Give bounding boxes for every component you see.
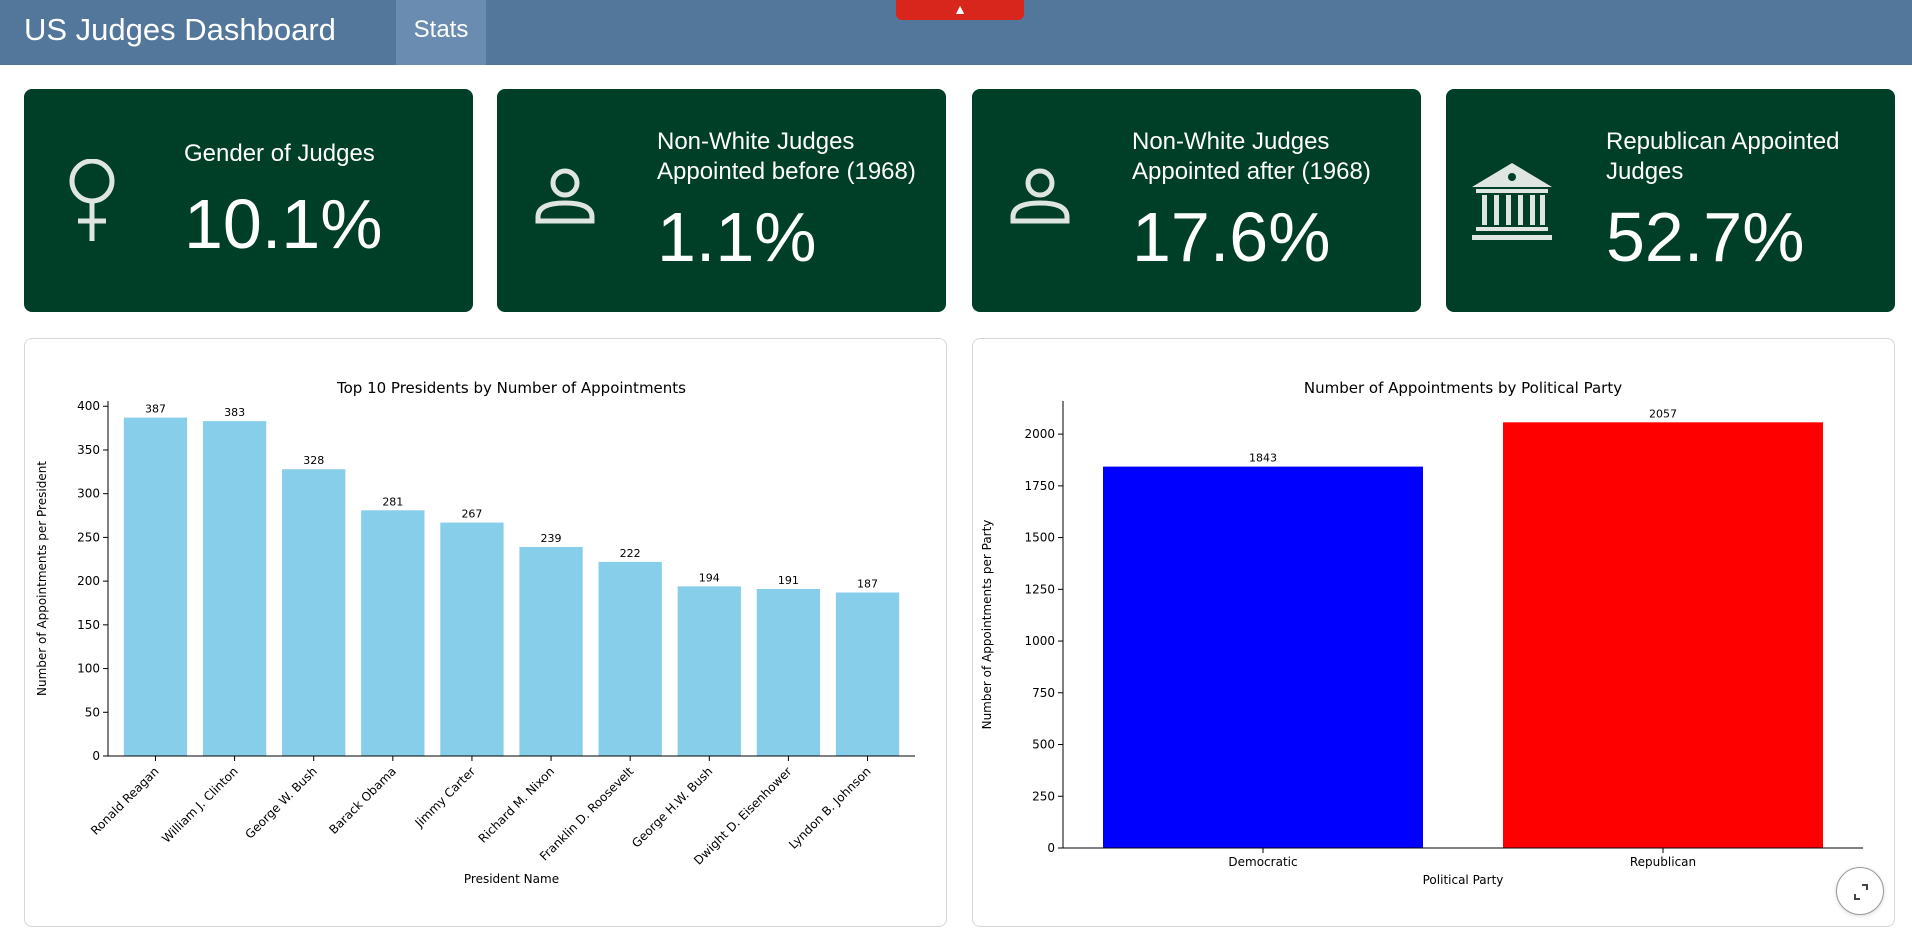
card-value: 17.6%: [1132, 198, 1331, 276]
x-tick-label: George H.W. Bush: [629, 764, 715, 850]
expand-button[interactable]: [1836, 867, 1884, 915]
presidents-bar-chart: Top 10 Presidents by Number of Appointme…: [35, 379, 915, 886]
person-icon: [1010, 168, 1070, 224]
y-tick-label: 300: [77, 487, 100, 501]
presidents-chart-panel: Top 10 Presidents by Number of Appointme…: [24, 338, 947, 927]
data-label: 191: [778, 574, 799, 587]
x-tick-label: Lyndon B. Johnson: [786, 764, 874, 852]
card-value: 1.1%: [657, 198, 817, 276]
tab-stats[interactable]: Stats: [396, 0, 486, 65]
y-tick-label: 0: [92, 749, 100, 763]
bar: [1103, 466, 1423, 848]
x-tick-label: Richard M. Nixon: [476, 764, 558, 846]
y-tick-label: 750: [1032, 686, 1055, 700]
data-label: 2057: [1649, 407, 1677, 420]
data-label: 222: [620, 547, 641, 560]
bar: [440, 522, 504, 756]
y-tick-label: 250: [77, 530, 100, 544]
data-label: 281: [382, 495, 403, 508]
x-tick-label: William J. Clinton: [159, 764, 241, 846]
bar: [282, 469, 346, 756]
bar: [756, 588, 821, 756]
bar: [361, 510, 425, 756]
flame-icon[interactable]: ▲: [896, 0, 1024, 20]
x-tick-label: Barack Obama: [326, 764, 399, 837]
y-tick-label: 0: [1047, 841, 1055, 855]
y-tick-label: 50: [85, 705, 100, 719]
x-tick-label: Jimmy Carter: [412, 764, 478, 830]
card-label: Gender of Judges: [184, 140, 375, 167]
data-label: 267: [461, 508, 482, 521]
bar: [202, 421, 267, 756]
y-tick-label: 1750: [1024, 479, 1055, 493]
y-tick-label: 500: [1032, 738, 1055, 752]
data-label: 328: [303, 454, 324, 467]
x-tick-label: Ronald Reagan: [88, 764, 162, 838]
chart-title: Number of Appointments by Political Part…: [1304, 379, 1622, 397]
card-label: Non-White Judges Appointed after (1968): [1132, 128, 1371, 185]
y-tick-label: 200: [77, 574, 100, 588]
app-title: US Judges Dashboard: [24, 12, 336, 47]
data-label: 239: [541, 532, 562, 545]
female-icon: [69, 159, 115, 241]
y-tick-label: 400: [77, 399, 100, 413]
stat-card-nonwhite-after: Non-White Judges Appointed after (1968) …: [972, 89, 1421, 312]
x-axis-label: Political Party: [1423, 873, 1504, 887]
y-tick-label: 250: [1032, 789, 1055, 803]
bar: [677, 586, 741, 756]
stat-card-nonwhite-before: Non-White Judges Appointed before (1968)…: [497, 89, 946, 312]
party-chart-panel: Number of Appointments by Political Part…: [972, 338, 1895, 927]
card-label: Non-White Judges Appointed before (1968): [657, 128, 916, 185]
y-tick-label: 1250: [1024, 582, 1055, 596]
y-axis-label: Number of Appointments per Party: [980, 520, 994, 730]
stat-card-gender: Gender of Judges 10.1%: [24, 89, 473, 312]
y-tick-label: 350: [77, 443, 100, 457]
data-label: 194: [699, 571, 720, 584]
card-label: Republican Appointed Judges: [1606, 128, 1840, 185]
bank-icon: [1472, 163, 1552, 240]
party-bar-chart: Number of Appointments by Political Part…: [980, 379, 1863, 887]
card-value: 52.7%: [1606, 198, 1805, 276]
bar: [1503, 422, 1823, 848]
y-tick-label: 1000: [1024, 634, 1055, 648]
bar: [123, 417, 188, 756]
y-axis-label: Number of Appointments per President: [35, 461, 49, 696]
expand-icon: [1854, 884, 1868, 900]
bar: [835, 592, 900, 756]
y-tick-label: 150: [77, 618, 100, 632]
person-icon: [535, 168, 595, 224]
y-tick-label: 1500: [1024, 531, 1055, 545]
x-tick-label: George W. Bush: [242, 764, 319, 841]
stat-card-republican: Republican Appointed Judges 52.7%: [1446, 89, 1895, 312]
top-bar: US Judges Dashboard Stats ▲: [0, 0, 1912, 65]
data-label: 387: [145, 403, 166, 416]
data-label: 187: [857, 577, 878, 590]
chart-title: Top 10 Presidents by Number of Appointme…: [336, 379, 686, 397]
bar: [519, 547, 583, 756]
x-axis-label: President Name: [464, 872, 559, 886]
card-value: 10.1%: [184, 185, 383, 263]
y-tick-label: 100: [77, 662, 100, 676]
x-tick-label: Republican: [1630, 855, 1696, 869]
x-tick-label: Democratic: [1228, 855, 1297, 869]
data-label: 1843: [1249, 452, 1277, 465]
data-label: 383: [224, 406, 245, 419]
bar: [598, 561, 662, 756]
y-tick-label: 2000: [1024, 427, 1055, 441]
